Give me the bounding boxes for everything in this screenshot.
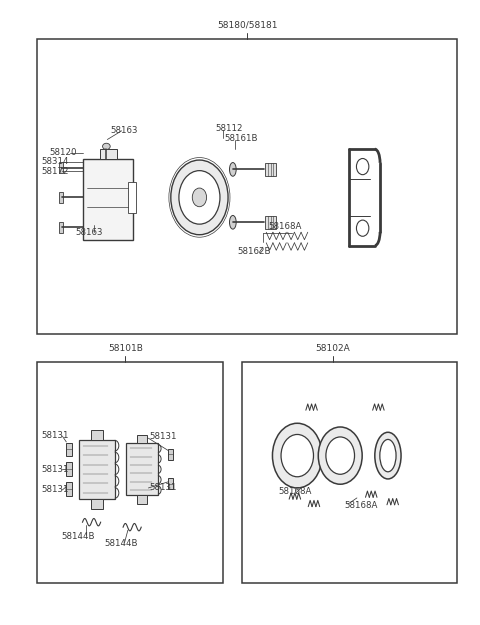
- Bar: [91, 430, 103, 440]
- Text: 58144B: 58144B: [104, 539, 137, 549]
- Circle shape: [171, 160, 228, 235]
- Circle shape: [281, 434, 313, 477]
- Bar: [126, 443, 158, 495]
- Bar: [59, 222, 63, 233]
- Bar: [91, 499, 103, 509]
- Ellipse shape: [229, 216, 236, 229]
- Bar: [265, 163, 276, 176]
- Bar: [66, 442, 72, 456]
- Text: 58131: 58131: [41, 465, 69, 474]
- Text: 58131: 58131: [41, 431, 69, 440]
- Text: 58102A: 58102A: [316, 344, 350, 353]
- Bar: [79, 440, 115, 499]
- Bar: [100, 149, 117, 159]
- Text: 58172: 58172: [41, 167, 69, 176]
- Text: 58161B: 58161B: [225, 134, 258, 143]
- Bar: [37, 362, 223, 583]
- Text: 58101B: 58101B: [108, 344, 143, 353]
- Circle shape: [357, 220, 369, 236]
- Bar: [83, 159, 132, 240]
- Bar: [59, 192, 63, 203]
- Bar: [37, 39, 457, 334]
- Ellipse shape: [375, 432, 401, 479]
- Ellipse shape: [229, 162, 236, 176]
- Bar: [168, 449, 173, 460]
- Circle shape: [192, 188, 206, 207]
- Text: 58180/58181: 58180/58181: [217, 21, 277, 29]
- Text: 58144B: 58144B: [61, 532, 95, 541]
- Circle shape: [326, 437, 355, 474]
- Bar: [66, 462, 72, 476]
- Text: 58131: 58131: [149, 484, 177, 492]
- Text: 58112: 58112: [215, 124, 243, 134]
- Text: 58131: 58131: [41, 485, 69, 494]
- Circle shape: [357, 159, 369, 174]
- Bar: [137, 495, 147, 504]
- Bar: [128, 182, 136, 213]
- Text: 58168A: 58168A: [278, 487, 312, 496]
- Text: 58168A: 58168A: [344, 501, 377, 510]
- Bar: [66, 482, 72, 496]
- Text: 58168A: 58168A: [269, 221, 302, 231]
- Ellipse shape: [103, 143, 110, 149]
- Text: 58163: 58163: [75, 228, 103, 238]
- Bar: [265, 216, 276, 229]
- Bar: [168, 478, 173, 489]
- Bar: [137, 434, 147, 443]
- Text: 58163: 58163: [110, 126, 138, 135]
- Bar: [59, 162, 63, 173]
- Text: 58120: 58120: [49, 148, 77, 157]
- Text: 58162B: 58162B: [238, 247, 271, 256]
- Circle shape: [318, 427, 362, 484]
- Text: 58131: 58131: [149, 432, 177, 441]
- Bar: [242, 362, 457, 583]
- Circle shape: [273, 423, 322, 488]
- Circle shape: [179, 171, 220, 224]
- Text: 58314: 58314: [41, 158, 69, 166]
- Ellipse shape: [380, 439, 396, 472]
